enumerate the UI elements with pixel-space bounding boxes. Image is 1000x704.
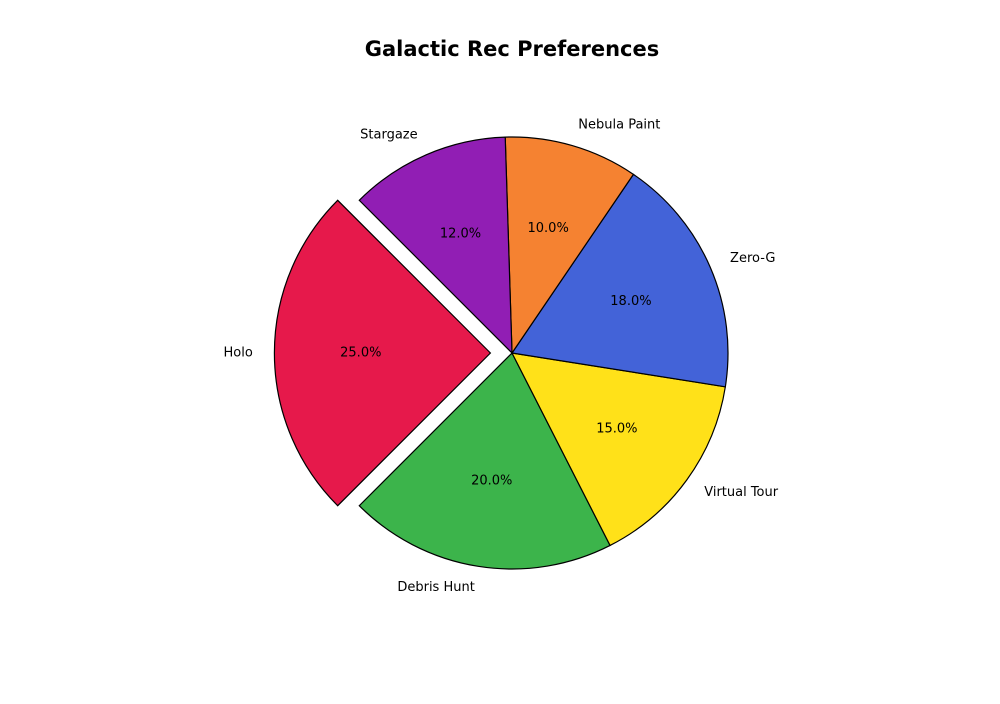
slice-label-stargaze: Stargaze xyxy=(360,127,417,142)
slice-label-virtual-tour: Virtual Tour xyxy=(704,485,779,500)
pie-slice-stargaze xyxy=(358,136,513,355)
slice-labels: Holo Debris Hunt Virtual Tour Zero-G Nebula … xyxy=(224,117,779,595)
slice-label-debris-hunt: Debris Hunt xyxy=(397,580,474,595)
pie-slice-nebula-paint xyxy=(504,136,635,355)
pie-slices xyxy=(273,136,729,570)
percent-labels: 25.0% 20.0% 15.0% 18.0% 10.0% 12.0% xyxy=(340,221,651,488)
slice-label-nebula-paint: Nebula Paint xyxy=(578,117,660,132)
pie-slice-zero-g xyxy=(510,173,729,388)
percent-label-virtual-tour: 15.0% xyxy=(596,422,637,437)
percent-label-nebula-paint: 10.0% xyxy=(528,221,569,236)
pie-slice-holo xyxy=(273,199,492,507)
percent-label-holo: 25.0% xyxy=(340,346,381,361)
chart-title: Galactic Rec Preferences xyxy=(365,37,660,61)
percent-label-zero-g: 18.0% xyxy=(610,294,651,309)
slice-label-holo: Holo xyxy=(224,346,253,361)
slice-label-zero-g: Zero-G xyxy=(730,251,775,266)
pie-slice-virtual-tour xyxy=(510,352,727,547)
percent-label-stargaze: 12.0% xyxy=(440,227,481,242)
pie-slice-debris-hunt xyxy=(358,351,611,570)
percent-label-debris-hunt: 20.0% xyxy=(471,474,512,489)
